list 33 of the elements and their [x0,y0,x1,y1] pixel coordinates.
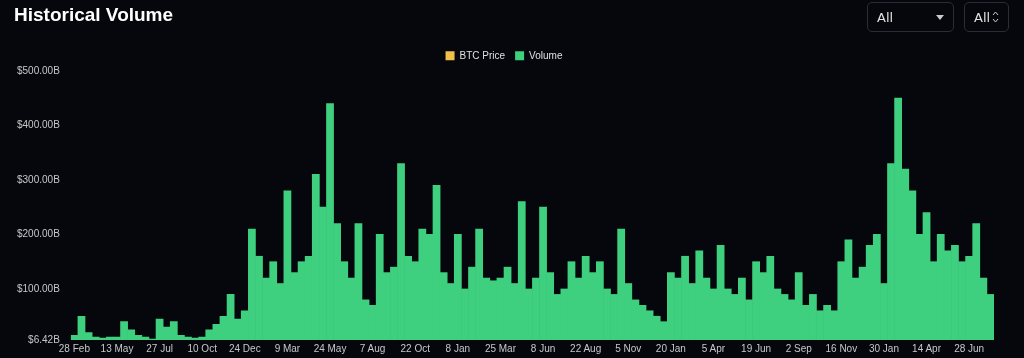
legend-label: Volume [529,49,563,61]
x-tick-label: 24 Dec [228,342,261,354]
x-tick-label: 2 Sep [785,342,813,354]
x-tick-label: 19 Jun [741,342,772,354]
x-tick-label: 27 Jul [146,342,173,354]
x-tick-label: 5 Nov [615,342,642,354]
x-tick-label: 13 May [100,342,134,354]
x-tick-label: 24 May [313,342,347,354]
x-tick-label: 14 Apr [912,342,942,354]
y-tick-label: $100.00B [16,282,61,294]
x-tick-label: 5 Apr [701,342,726,354]
y-tick-label: $200.00B [16,228,61,240]
y-tick-label: $6.42B [28,333,61,345]
x-tick-label: 10 Oct [187,342,218,354]
x-tick-label: 22 Aug [570,342,602,354]
x-tick-label: 8 Jun [530,342,556,354]
y-tick-label: $300.00B [16,173,61,185]
x-tick-label: 25 Mar [484,342,517,354]
sort-dropdown: All [964,2,1009,32]
dropdown: All [867,2,954,32]
x-tick-label: 30 Jan [868,342,899,354]
x-tick-label: 16 Nov [825,342,858,354]
y-tick-label: $400.00B [16,119,61,131]
x-tick-label: 20 Jan [655,342,686,354]
chart-title: Historical Volume [14,3,174,25]
legend-label: BTC Price [459,49,506,61]
y-tick-label: $500.00B [16,64,61,76]
x-tick-label: 8 Jan [445,342,471,354]
x-tick-label: 28 Feb [58,342,91,354]
x-tick-label: 22 Oct [400,342,431,354]
x-tick-label: 7 Aug [359,342,386,354]
x-tick-label: 28 Jun [954,342,985,354]
x-tick-label: 9 Mar [274,342,301,354]
